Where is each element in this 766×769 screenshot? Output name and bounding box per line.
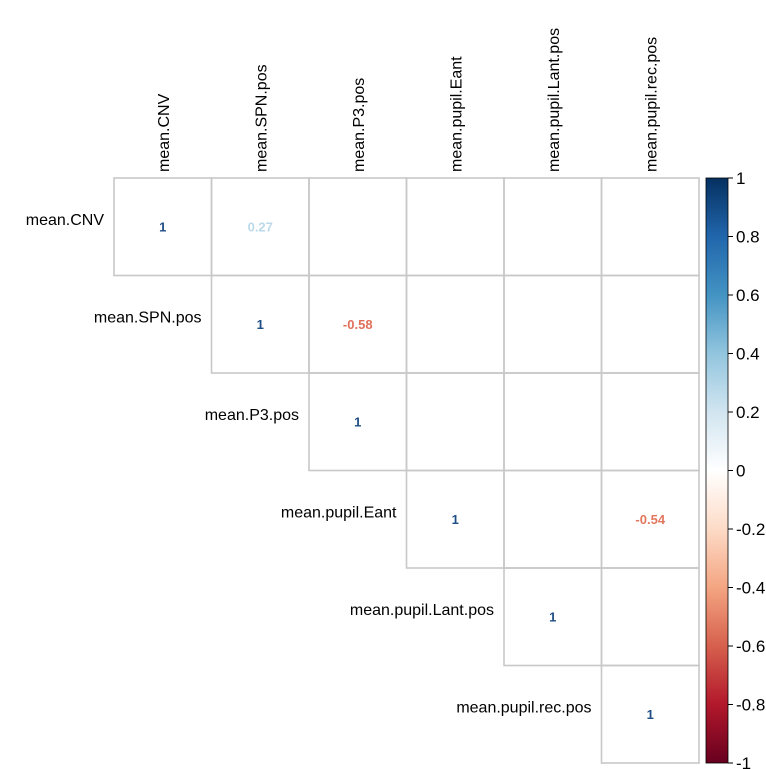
row-label: mean.pupil.Lant.pos bbox=[350, 602, 494, 619]
row-label: mean.SPN.pos bbox=[94, 309, 202, 326]
column-labels: mean.CNV mean.SPN.pos mean.P3.pos mean.pupi… bbox=[156, 28, 661, 172]
grid-cell bbox=[600, 372, 700, 472]
matrix-grid bbox=[113, 177, 700, 764]
colorbar-tick-label: 0.6 bbox=[736, 286, 760, 305]
grid-cell bbox=[503, 372, 603, 472]
colorbar-tick-label: 1 bbox=[736, 169, 745, 188]
colorbar-tick-label: 0.4 bbox=[736, 345, 760, 364]
row-labels: mean.CNV mean.SPN.pos mean.P3.pos mean.pupi… bbox=[26, 212, 592, 717]
colorbar-tick-label: -0.4 bbox=[736, 579, 765, 598]
colorbar-tick-label: 0.8 bbox=[736, 228, 760, 247]
row-label: mean.pupil.Eant bbox=[281, 504, 397, 521]
cell-value: 1 bbox=[159, 219, 166, 234]
grid-cell bbox=[503, 274, 603, 374]
grid-cell bbox=[405, 274, 505, 374]
row-label: mean.pupil.rec.pos bbox=[456, 699, 591, 716]
colorbar-gradient bbox=[705, 177, 729, 764]
grid-cell bbox=[308, 177, 408, 277]
grid-cell bbox=[405, 372, 505, 472]
grid-cell bbox=[600, 274, 700, 374]
row-label: mean.P3.pos bbox=[205, 407, 299, 424]
column-label: mean.CNV bbox=[156, 93, 173, 172]
cell-value: 1 bbox=[549, 609, 556, 624]
grid-cell bbox=[405, 177, 505, 277]
column-label: mean.pupil.Eant bbox=[448, 56, 465, 172]
colorbar-tick-label: 0.2 bbox=[736, 403, 760, 422]
column-label: mean.SPN.pos bbox=[253, 64, 270, 172]
cell-values: 1 0.27 1 -0.58 1 1 -0.54 1 1 bbox=[159, 219, 666, 722]
colorbar-tick-label: -0.2 bbox=[736, 520, 765, 539]
cell-value: 0.27 bbox=[248, 219, 273, 234]
colorbar-tick-label: 0 bbox=[736, 462, 745, 481]
cell-value: -0.58 bbox=[343, 317, 373, 332]
cell-value: 1 bbox=[452, 512, 459, 527]
colorbar: 1 0.8 0.6 0.4 0.2 0 -0.2 -0.4 -0.6 -0.8 -1 bbox=[705, 169, 765, 769]
column-label: mean.P3.pos bbox=[351, 78, 368, 172]
column-label: mean.pupil.Lant.pos bbox=[546, 28, 563, 172]
grid-cell bbox=[600, 664, 700, 764]
cell-value: -0.54 bbox=[635, 512, 665, 527]
cell-value: 1 bbox=[257, 317, 264, 332]
column-label: mean.pupil.rec.pos bbox=[643, 37, 660, 172]
grid-cell bbox=[503, 469, 603, 569]
colorbar-tick-label: -0.6 bbox=[736, 637, 765, 656]
grid-cell bbox=[600, 567, 700, 667]
cell-value: 1 bbox=[354, 414, 361, 429]
row-label: mean.CNV bbox=[26, 212, 105, 229]
grid-cell bbox=[600, 177, 700, 277]
colorbar-tick-label: -0.8 bbox=[736, 696, 765, 715]
grid-cell bbox=[503, 177, 603, 277]
colorbar-tick-label: -1 bbox=[736, 754, 751, 769]
cell-value: 1 bbox=[647, 707, 654, 722]
